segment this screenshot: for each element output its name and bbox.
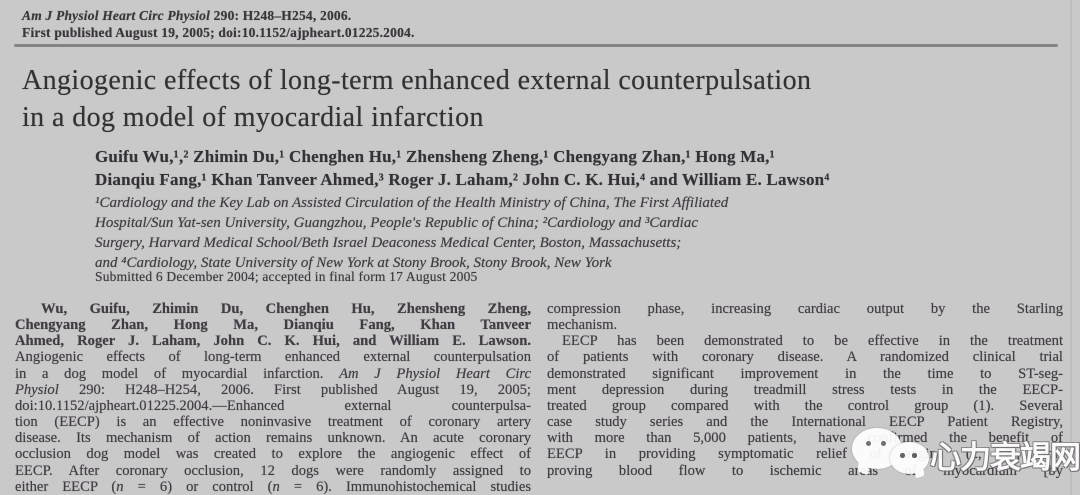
first-published-line: First published August 19, 2005; doi:10.… (22, 25, 415, 40)
abstract-journal-name: Physiol (15, 381, 59, 398)
abstract-citation-authors-line: Ahmed, Roger J. Laham, John C. K. Hui, a… (15, 333, 531, 350)
abstract-citation-line: Physiol 290: H248–H254, 2006. First publ… (15, 382, 531, 398)
affiliation-line3: Surgery, Harvard Medical School/Beth Isr… (95, 235, 682, 251)
affiliation-line4: and ⁴Cardiology, State University of New… (95, 255, 612, 271)
abstract-text-line: either EECP (n = 6) or control (n = 6). … (15, 479, 531, 495)
intro-text-line: demonstrated significant improvement in … (547, 365, 1063, 382)
abstract-text: = 6). Immunohistochemical studies (279, 478, 532, 495)
intro-text-line: with more than 5,000 patients, have conf… (547, 430, 1063, 447)
wechat-eye (912, 453, 917, 458)
abstract-text-line: EECP. After coronary occlusion, 12 dogs … (15, 462, 531, 479)
journal-citation-line: Am J Physiol Heart Circ Physiol 290: H24… (22, 7, 415, 24)
site-watermark: 心力衰竭网 (850, 424, 1080, 482)
abstract-n-variable: n (116, 478, 124, 495)
intro-text-line: ment depression during treadmill stress … (547, 381, 1063, 398)
intro-text-line: treated group compared with the control … (547, 397, 1063, 414)
intro-text-line: compression phase, increasing cardiac ou… (547, 301, 1063, 317)
wechat-eye (900, 453, 905, 458)
introduction-column: compression phase, increasing cardiac ou… (547, 301, 1063, 495)
article-title-line2: in a dog model of myocardial infarction (22, 102, 484, 133)
abstract-citation-title-line: in a dog model of myocardial infarction.… (15, 366, 531, 382)
abstract-text-line: disease. Its mechanism of action remains… (15, 430, 531, 447)
abstract-column: Wu, Guifu, Zhimin Du, Chenghen Hu, Zhens… (15, 301, 531, 495)
abstract-citation-authors-line: Chengyang Zhan, Hong Ma, Dianqiu Fang, K… (15, 317, 531, 334)
intro-text-line: case study series and the International … (547, 414, 1063, 431)
body-columns: Wu, Guifu, Zhimin Du, Chenghen Hu, Zhens… (15, 301, 1063, 495)
article-title-line1: Angiogenic effects of long-term enhanced… (22, 65, 812, 96)
abstract-citation-authors-line: Wu, Guifu, Zhimin Du, Chenghen Hu, Zhens… (41, 301, 531, 317)
abstract-text-line: occlusion dog model was created to explo… (15, 446, 531, 463)
abstract-text: = 6) or control ( (123, 478, 273, 495)
abstract-text: 290: H248–H254, 2006. First published Au… (58, 381, 531, 398)
wechat-icon (850, 424, 934, 482)
abstract-journal-name: Am J Physiol Heart Circ (339, 365, 531, 382)
abstract-text: in a dog model of myocardial infarction. (15, 365, 340, 382)
affiliation-line2: Hospital/Sun Yat-sen University, Guangzh… (95, 215, 699, 231)
wechat-eye (866, 441, 871, 446)
intro-text-line: mechanism. (547, 317, 618, 334)
watermark-text: 心力衰竭网 (930, 440, 1080, 476)
abstract-text-line: doi:10.1152/ajpheart.01225.2004.—Enhance… (15, 397, 531, 414)
author-list: Guifu Wu,¹,² Zhimin Du,¹ Chenghen Hu,¹ Z… (95, 146, 830, 191)
page-edge-line (1070, 0, 1072, 495)
journal-name: Am J Physiol Heart Circ Physiol (22, 8, 211, 23)
intro-text-line: proving blood flow to ischemic areas of … (547, 462, 1063, 479)
submitted-accepted-line: Submitted 6 December 2004; accepted in f… (95, 269, 478, 284)
abstract-text: either EECP ( (15, 478, 117, 495)
author-line2: Dianqiu Fang,¹ Khan Tanveer Ahmed,³ Roge… (95, 169, 830, 189)
affiliation-line1: ¹Cardiology and the Key Lab on Assisted … (95, 195, 729, 211)
abstract-n-variable: n (272, 478, 280, 495)
intro-text-line: EECP has been demonstrated to be effecti… (562, 333, 1063, 350)
wechat-eye (881, 441, 886, 446)
author-line1: Guifu Wu,¹,² Zhimin Du,¹ Chenghen Hu,¹ Z… (95, 147, 775, 166)
wechat-small-bubble (890, 442, 929, 474)
affiliations: ¹Cardiology and the Key Lab on Assisted … (95, 193, 728, 273)
intro-text-line: EECP in providing symptomatic relief of … (547, 446, 1063, 463)
abstract-citation-title-line: Angiogenic effects of long-term enhanced… (15, 349, 531, 366)
header-divider-rule (14, 44, 1058, 47)
journal-volume-pages: 290: H248–H254, 2006. (210, 8, 352, 23)
intro-text-line: of patients with coronary disease. A ran… (547, 349, 1063, 366)
abstract-text-line: tion (EECP) is an effective noninvasive … (15, 414, 531, 431)
journal-header: Am J Physiol Heart Circ Physiol 290: H24… (22, 7, 415, 41)
article-title: Angiogenic effects of long-term enhanced… (22, 62, 811, 136)
